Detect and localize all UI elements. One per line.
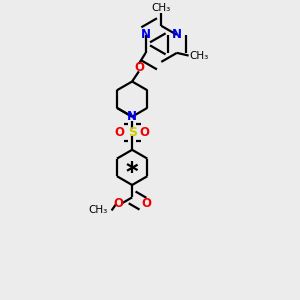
Text: O: O [141, 197, 151, 210]
Text: CH₃: CH₃ [152, 3, 171, 13]
Text: O: O [134, 61, 144, 74]
Text: CH₃: CH₃ [88, 206, 108, 215]
Text: S: S [128, 126, 136, 139]
Text: O: O [115, 126, 125, 139]
Text: N: N [127, 110, 137, 123]
Text: N: N [172, 28, 182, 41]
Text: N: N [141, 28, 151, 41]
Text: O: O [113, 197, 123, 210]
Text: O: O [140, 126, 149, 139]
Text: CH₃: CH₃ [190, 51, 209, 61]
